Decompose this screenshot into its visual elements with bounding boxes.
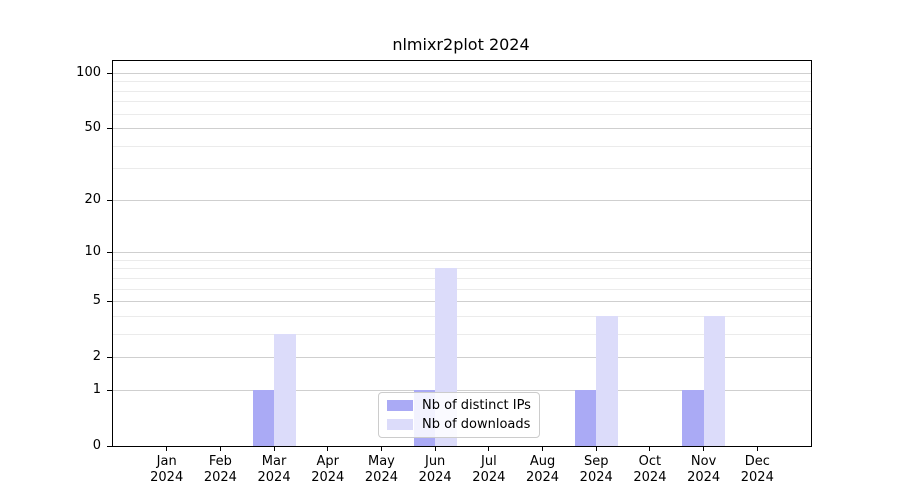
gridline-minor xyxy=(113,315,811,317)
x-axis-tick-label-line: Feb xyxy=(208,454,232,469)
y-axis-tick xyxy=(107,301,112,303)
bar-nb-of-downloads xyxy=(274,333,296,446)
gridline-minor xyxy=(113,101,811,103)
x-axis-tick-label-line: Apr xyxy=(316,454,340,469)
y-axis-tick-label: 0 xyxy=(92,438,101,453)
x-axis-tick-label-line: 2024 xyxy=(257,470,291,485)
x-axis-tick-label: Oct 2024 xyxy=(618,454,682,486)
gridline-minor xyxy=(113,277,811,279)
x-axis-tick-label-line: May xyxy=(368,454,395,469)
y-axis-tick-label: 10 xyxy=(84,244,101,260)
gridline-minor xyxy=(113,90,811,92)
bar-nb-of-distinct-ips xyxy=(574,389,597,446)
x-axis-tick xyxy=(327,446,329,451)
x-axis-tick xyxy=(488,446,490,451)
legend: Nb of distinct IPs Nb of downloads xyxy=(378,392,540,438)
gridline-minor xyxy=(113,113,811,115)
x-axis-tick-label-line: 2024 xyxy=(203,470,237,485)
gridline-major xyxy=(113,301,811,303)
y-axis-tick xyxy=(107,72,112,74)
x-axis-tick-label: Dec 2024 xyxy=(725,454,789,486)
gridline-minor xyxy=(113,145,811,147)
x-axis-tick-label-line: Dec xyxy=(744,454,770,469)
gridline-major xyxy=(113,72,811,74)
x-axis-tick-label: Apr 2024 xyxy=(296,454,360,486)
x-axis-tick-label: Jun 2024 xyxy=(403,454,467,486)
y-axis-tick-label: 50 xyxy=(84,120,101,136)
x-axis-tick xyxy=(756,446,758,451)
x-axis-tick-label-line: 2024 xyxy=(525,470,560,485)
x-axis-tick xyxy=(166,446,168,451)
x-axis-tick-label-line: 2024 xyxy=(687,470,721,485)
x-axis-tick-label-line: Aug xyxy=(529,454,556,469)
x-axis-tick xyxy=(703,446,705,451)
legend-item-distinct-ips: Nb of distinct IPs xyxy=(387,396,531,415)
y-axis-tick xyxy=(107,446,112,447)
x-axis-tick-label: Aug 2024 xyxy=(511,454,575,486)
bar-nb-of-distinct-ips xyxy=(252,389,275,446)
x-axis-tick-label-line: 2024 xyxy=(740,470,774,485)
gridline-minor xyxy=(113,168,811,170)
bar-nb-of-downloads xyxy=(703,315,726,446)
legend-label-distinct-ips: Nb of distinct IPs xyxy=(422,398,531,413)
x-axis-tick xyxy=(542,446,544,451)
chart-title: nlmixr2plot 2024 xyxy=(392,35,530,54)
x-axis-tick-label: Jul 2024 xyxy=(457,454,521,486)
gridline-major xyxy=(113,199,811,201)
y-axis-tick-label: 2 xyxy=(92,349,101,365)
legend-item-downloads: Nb of downloads xyxy=(387,415,531,434)
x-axis-tick-label-line: 2024 xyxy=(418,470,452,485)
x-axis-tick xyxy=(273,446,275,451)
x-axis-tick-label-line: 2024 xyxy=(364,470,398,485)
x-axis-tick xyxy=(595,446,597,451)
x-axis-tick xyxy=(649,446,651,451)
x-axis-tick-label-line: Sep xyxy=(583,454,609,469)
gridline-minor xyxy=(113,259,811,261)
gridline-minor xyxy=(113,288,811,290)
gridline-major xyxy=(113,389,811,391)
x-axis-tick-label-line: Jan xyxy=(156,454,177,469)
y-axis-tick xyxy=(107,252,112,254)
bar-nb-of-downloads xyxy=(596,315,618,446)
gridline-major xyxy=(113,128,811,130)
y-axis-tick xyxy=(107,199,112,201)
x-axis-tick-label: May 2024 xyxy=(349,454,413,486)
y-axis-tick-label: 5 xyxy=(92,293,101,309)
x-axis-tick-label: Nov 2024 xyxy=(672,454,736,486)
x-axis-tick xyxy=(434,446,436,451)
x-axis-tick xyxy=(219,446,221,451)
x-axis-tick xyxy=(380,446,382,451)
y-axis-tick xyxy=(107,128,112,130)
x-axis-tick-label-line: Oct xyxy=(638,454,662,469)
plot-area: 0 1 2 5 10 20 50 100 Jan 2024 Feb 2024 Mar 2024 Apr 202… xyxy=(76,60,812,485)
x-axis-tick-label-line: 2024 xyxy=(579,470,613,485)
y-axis-tick-label: 1 xyxy=(92,381,101,397)
y-axis-tick-label: 100 xyxy=(76,64,101,80)
legend-label-downloads: Nb of downloads xyxy=(422,417,531,432)
legend-swatch-downloads xyxy=(387,419,413,430)
x-axis-tick-label-line: Mar xyxy=(261,454,287,469)
x-axis-tick-label: Jan 2024 xyxy=(135,454,199,486)
y-axis-tick xyxy=(107,389,112,391)
x-axis-tick-label-line: 2024 xyxy=(311,470,345,485)
gridline-minor xyxy=(113,81,811,83)
x-axis-tick-label: Sep 2024 xyxy=(564,454,628,486)
gridline-minor xyxy=(113,333,811,335)
x-axis-tick-label-line: Jul xyxy=(481,454,497,469)
x-axis-tick-label-line: 2024 xyxy=(472,470,506,485)
legend-swatch-distinct-ips xyxy=(387,400,413,411)
x-axis-tick-label-line: Nov xyxy=(690,454,717,469)
x-axis-tick-label-line: 2024 xyxy=(633,470,667,485)
y-axis-tick-label: 20 xyxy=(84,191,101,207)
x-axis-tick-label: Mar 2024 xyxy=(242,454,306,486)
bar-nb-of-distinct-ips xyxy=(682,389,704,446)
y-axis-tick xyxy=(107,357,112,359)
x-axis-tick-label-line: Jun xyxy=(424,454,446,469)
x-axis-tick-label-line: 2024 xyxy=(150,470,184,485)
gridline-minor xyxy=(113,268,811,270)
gridline-major xyxy=(113,252,811,254)
x-axis-tick-label: Feb 2024 xyxy=(188,454,252,486)
gridline-major xyxy=(113,357,811,359)
